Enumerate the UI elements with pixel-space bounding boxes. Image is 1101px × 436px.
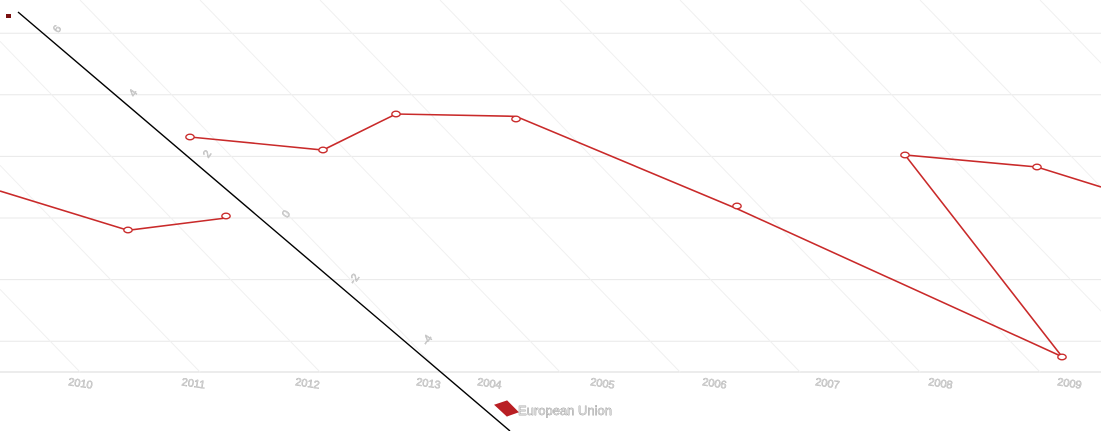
grid-layer xyxy=(0,0,1101,373)
diagonal-grid-line-6 xyxy=(439,0,801,373)
data-point-2012 xyxy=(318,146,328,154)
axis-top-marker xyxy=(6,14,11,18)
data-point-2006 xyxy=(1057,353,1067,361)
diagonal-grid-line-3 xyxy=(79,0,441,373)
diagonal-grid-line-7 xyxy=(559,0,921,373)
legend-swatch-european-union xyxy=(494,400,519,417)
data-point-2007 xyxy=(900,151,910,159)
diagonal-grid-line-4 xyxy=(199,0,561,373)
diagonal-grid-line-11 xyxy=(1039,0,1101,64)
legend-layer: European Union xyxy=(494,400,612,418)
y-tick-label-4: -2 xyxy=(347,272,362,287)
data-point-2013 xyxy=(391,110,401,118)
y-tick-label-1: 4 xyxy=(127,87,140,99)
x-tick-label-2012: 2012 xyxy=(294,376,320,391)
diagonal-grid-line-2 xyxy=(0,40,321,373)
data-point-2005 xyxy=(732,202,742,210)
x-tick-label-2006: 2006 xyxy=(701,376,727,391)
data-point-2010 xyxy=(123,226,133,234)
x-tick-label-2008: 2008 xyxy=(927,376,953,391)
diagonal-y-axis xyxy=(17,11,511,432)
x-tick-label-2009: 2009 xyxy=(1056,376,1082,391)
axis-layer xyxy=(6,11,511,432)
x-tick-label-2007: 2007 xyxy=(814,376,840,391)
data-point-2011 xyxy=(221,212,231,220)
x-tick-label-2011: 2011 xyxy=(181,376,206,391)
y-tick-label-2: 2 xyxy=(201,148,214,160)
diagonal-grid-line-0 xyxy=(0,288,81,373)
data-point-2004 xyxy=(511,115,521,123)
y-tick-label-5: -4 xyxy=(420,333,435,348)
data-point-2011-upper xyxy=(185,133,195,141)
x-tick-label-2005: 2005 xyxy=(589,376,615,391)
series-layer xyxy=(0,110,1101,361)
x-tick-label-2010: 2010 xyxy=(67,376,93,391)
series-line-left-european-union xyxy=(0,190,227,232)
diagonal-grid-line-1 xyxy=(0,164,201,373)
data-point-2008 xyxy=(1032,163,1042,171)
legend-label-european-union: European Union xyxy=(518,403,612,418)
diagonal-grid-line-10 xyxy=(919,0,1101,188)
diagonal-grid-line-8 xyxy=(679,0,1041,373)
diagonal-grid-line-9 xyxy=(799,0,1101,312)
x-tick-label-2004: 2004 xyxy=(476,376,502,391)
diagonal-grid-line-5 xyxy=(319,0,681,373)
x-tick-label-2013: 2013 xyxy=(415,376,441,391)
